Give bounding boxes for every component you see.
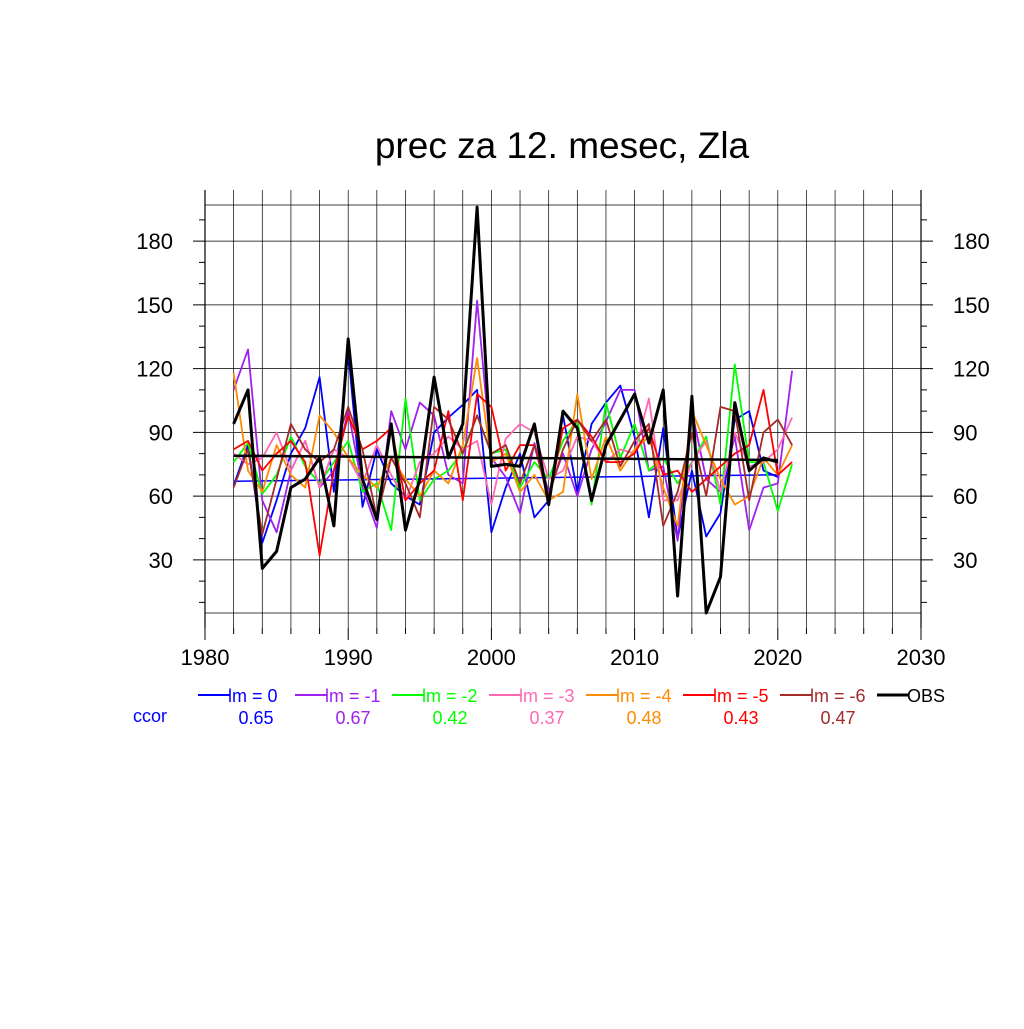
y-tick-label-right: 120 [953,357,990,382]
series-line [232,357,793,527]
y-tick-label-left: 60 [149,484,173,509]
series-layer [232,205,793,615]
legend-entry-label: lm = -3 [519,686,575,706]
legend-entry-label: lm = 0 [228,686,278,706]
legend-ccor-value: 0.47 [820,708,855,728]
legend-ccor-value: 0.65 [238,708,273,728]
x-tick-label: 2010 [610,645,659,670]
y-tick-label-left: 120 [136,357,173,382]
legend-layer: ccor lm = 00.65 lm = -10.67 lm = -20.42 lm … [133,686,945,728]
grid-layer [205,190,921,628]
series-line [232,363,793,531]
x-tick-label: 2030 [897,645,946,670]
series-line [232,205,779,615]
x-tick-label: 1980 [181,645,230,670]
y-tick-label-left: 30 [149,548,173,573]
y-tick-label-left: 90 [149,420,173,445]
legend-entry-label: OBS [907,686,945,706]
x-tick-label: 2020 [753,645,802,670]
chart-title: prec za 12. mesec, Zla [375,125,750,166]
legend-entry-label: lm = -5 [713,686,769,706]
legend-ccor-value: 0.67 [335,708,370,728]
x-tick-label: 1990 [324,645,373,670]
legend-ccor-value: 0.42 [432,708,467,728]
series-line [232,299,793,542]
legend-ccor-value: 0.43 [723,708,758,728]
y-tick-label-right: 60 [953,484,977,509]
series-line [232,350,779,544]
legend-ccor-value: 0.37 [529,708,564,728]
series-line [233,397,793,506]
trend-line [233,454,778,462]
y-tick-label-right: 30 [953,548,977,573]
y-tick-label-right: 150 [953,293,990,318]
axis-layer: 30 30 60 60 90 90 120 120 150 150 180 180 1980 1990 20… [136,219,990,670]
legend-entry-label: lm = -2 [422,686,478,706]
legend-entry-label: lm = -1 [325,686,381,706]
y-tick-label-right: 180 [953,229,990,254]
y-tick-label-right: 90 [953,420,977,445]
legend-entry-label: lm = -6 [810,686,866,706]
y-tick-label-left: 180 [136,229,173,254]
legend-ccor-value: 0.48 [626,708,661,728]
ccor-label: ccor [133,706,167,726]
legend-entry-label: lm = -4 [616,686,672,706]
frame-layer [204,190,922,628]
x-tick-label: 2000 [467,645,516,670]
y-tick-label-left: 150 [136,293,173,318]
